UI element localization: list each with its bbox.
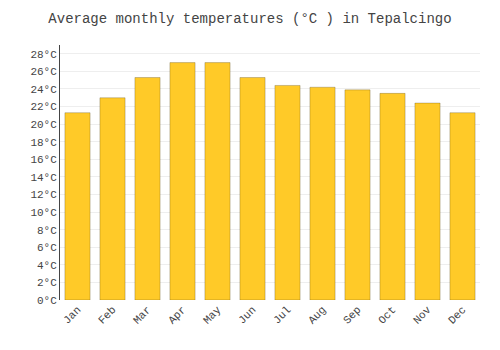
- svg-text:May: May: [201, 304, 224, 327]
- svg-text:8°C: 8°C: [37, 225, 57, 237]
- svg-text:Mar: Mar: [131, 304, 153, 326]
- svg-text:10°C: 10°C: [30, 207, 57, 219]
- svg-text:22°C: 22°C: [30, 101, 57, 113]
- svg-text:Jun: Jun: [236, 304, 258, 326]
- svg-text:18°C: 18°C: [30, 137, 57, 149]
- svg-text:16°C: 16°C: [30, 154, 57, 166]
- svg-text:20°C: 20°C: [30, 119, 57, 131]
- svg-text:Jan: Jan: [61, 304, 83, 326]
- svg-text:Jul: Jul: [271, 304, 293, 326]
- svg-text:4°C: 4°C: [37, 260, 57, 272]
- svg-text:Feb: Feb: [96, 304, 118, 326]
- svg-text:Aug: Aug: [306, 304, 328, 326]
- svg-text:Nov: Nov: [411, 304, 434, 327]
- svg-text:6°C: 6°C: [37, 242, 57, 254]
- svg-text:2°C: 2°C: [37, 277, 57, 289]
- svg-text:Apr: Apr: [166, 304, 188, 326]
- svg-text:28°C: 28°C: [30, 49, 57, 61]
- svg-text:24°C: 24°C: [30, 84, 57, 96]
- svg-text:Dec: Dec: [446, 304, 468, 326]
- svg-text:Average monthly temperatures (: Average monthly temperatures (°C ) in Te…: [48, 11, 451, 27]
- svg-text:Oct: Oct: [376, 304, 398, 326]
- svg-text:26°C: 26°C: [30, 66, 57, 78]
- svg-text:12°C: 12°C: [30, 189, 57, 201]
- svg-text:Sep: Sep: [341, 304, 363, 326]
- svg-text:14°C: 14°C: [30, 172, 57, 184]
- svg-text:0°C: 0°C: [37, 295, 57, 307]
